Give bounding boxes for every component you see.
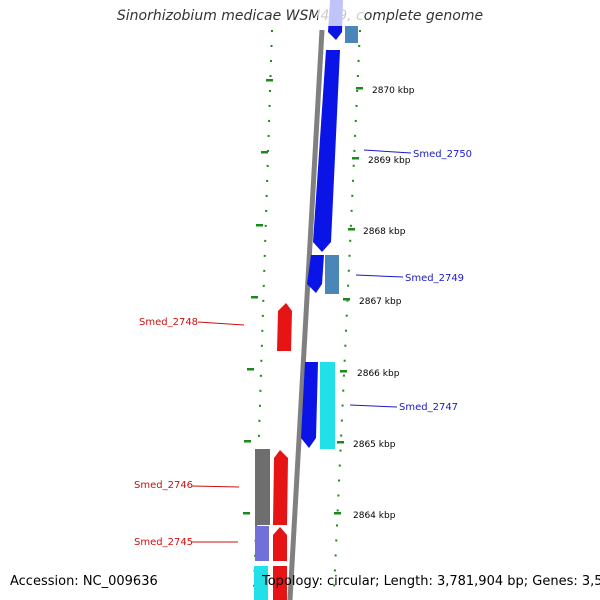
kbp-tick-2865: 2865 kbp [337, 440, 396, 450]
kbp-tick-label: 2865 kbp [353, 440, 396, 450]
kbp-tick-2866: 2866 kbp [340, 369, 400, 379]
kbp-tick-label: 2869 kbp [368, 156, 411, 166]
kbp-tick-2867: 2867 kbp [343, 297, 402, 307]
gene-label-smed-2748[interactable]: Smed_2748 [139, 317, 198, 328]
gene-smed-2747-feature[interactable] [320, 362, 335, 449]
inner-tick [266, 79, 273, 82]
leader-line-smed-2746 [191, 485, 240, 488]
gene-smed-2746-red[interactable] [273, 450, 288, 525]
kbp-tick-2868: 2868 kbp [348, 227, 406, 237]
kbp-tick-label: 2870 kbp [372, 86, 415, 96]
gene-smed-2746-gray[interactable] [255, 449, 270, 525]
inner-tick [251, 296, 258, 299]
feature-top-faded [318, 0, 364, 26]
leader-line-smed-2748 [197, 321, 245, 326]
genome-summary-text: Topology: circular; Length: 3,781,904 bp… [262, 574, 600, 589]
gene-smed-2745-purple[interactable] [255, 526, 269, 561]
gene-smed-2747-cds[interactable] [301, 362, 318, 448]
kbp-tick-2864: 2864 kbp [334, 511, 396, 521]
feature-top-rna[interactable] [345, 26, 358, 43]
gene-label-smed-2749[interactable]: Smed_2749 [405, 273, 464, 284]
genome-backbone [287, 29, 325, 600]
kbp-tick-label: 2868 kbp [363, 227, 406, 237]
leader-line-smed-2749 [355, 274, 404, 278]
inner-tick [261, 151, 268, 154]
feature-bottom-cyan[interactable] [254, 566, 268, 600]
accession-text: Accession: NC_009636 [10, 574, 158, 589]
inner-tick [244, 440, 251, 443]
gene-label-smed-2750[interactable]: Smed_2750 [413, 149, 472, 160]
gene-label-smed-2745[interactable]: Smed_2745 [134, 537, 193, 548]
kbp-tick-2870: 2870 kbp [356, 86, 415, 96]
kbp-tick-2869: 2869 kbp [352, 156, 411, 166]
leader-line-smed-2750 [363, 149, 412, 154]
gene-smed-2745-red[interactable] [273, 527, 287, 561]
gene-smed-2749-cds[interactable] [307, 255, 324, 293]
outer-dotted-ruler [333, 29, 361, 591]
inner-tick [243, 512, 250, 515]
gene-smed-2749-rna[interactable] [325, 255, 339, 294]
leader-line-smed-2747 [349, 404, 398, 408]
gene-smed-2748[interactable] [277, 303, 292, 351]
feature-bottom-red[interactable] [273, 566, 287, 600]
gene-label-smed-2747[interactable]: Smed_2747 [399, 402, 458, 413]
gene-label-smed-2746[interactable]: Smed_2746 [134, 480, 193, 491]
inner-tick [256, 224, 263, 227]
gene-smed-2750[interactable] [313, 50, 340, 252]
kbp-tick-label: 2867 kbp [359, 297, 402, 307]
kbp-tick-label: 2864 kbp [353, 511, 396, 521]
kbp-tick-label: 2866 kbp [357, 369, 400, 379]
inner-tick [247, 368, 254, 371]
genome-title: Sinorhizobium medicae WSM419, complete g… [116, 8, 484, 24]
